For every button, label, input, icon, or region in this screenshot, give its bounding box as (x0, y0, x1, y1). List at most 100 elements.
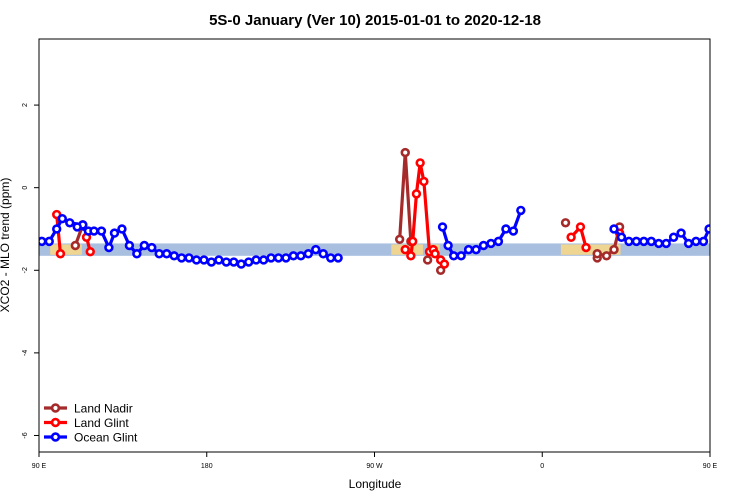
x-tick-label: 90 E (32, 463, 47, 470)
y-tick-label: -4 (22, 350, 29, 356)
data-point-ocean-glint (65, 218, 75, 228)
data-point-ocean-glint (683, 238, 694, 249)
data-point-land-glint (439, 259, 450, 269)
data-point-ocean-glint (661, 238, 671, 249)
legend-swatch-marker-ocean-glint (50, 432, 61, 442)
legend-label-ocean-glint: Ocean Glint (74, 431, 138, 445)
data-point-ocean-glint (463, 244, 474, 255)
data-point-ocean-glint (311, 244, 321, 255)
data-point-land-glint (411, 189, 422, 199)
data-point-ocean-glint (57, 213, 67, 224)
data-point-ocean-glint (624, 236, 634, 247)
data-point-ocean-glint (437, 222, 448, 232)
data-point-land-nadir (609, 244, 619, 255)
data-point-ocean-glint (147, 242, 157, 253)
land-patch (50, 244, 82, 255)
data-point-land-glint (581, 242, 591, 253)
data-point-ocean-glint (698, 236, 709, 247)
data-point-ocean-glint (273, 253, 284, 263)
data-point-ocean-glint (646, 236, 656, 247)
x-tick-label: 90 E (703, 463, 718, 470)
data-point-ocean-glint (743, 228, 750, 235)
data-point-ocean-glint (214, 255, 224, 265)
data-point-ocean-glint (44, 236, 54, 247)
data-point-land-nadir (400, 147, 410, 158)
data-point-ocean-glint (631, 236, 642, 247)
data-point-ocean-glint (221, 257, 232, 267)
data-point-ocean-glint (471, 244, 481, 255)
reference-band (39, 243, 710, 256)
data-point-ocean-glint (654, 238, 664, 249)
data-point-ocean-glint (52, 224, 62, 234)
data-point-ocean-glint (616, 232, 627, 242)
data-point-ocean-glint (288, 251, 299, 261)
legend-label-land-nadir: Land Nadir (74, 402, 133, 416)
data-point-ocean-glint (206, 257, 217, 267)
data-point-ocean-glint (236, 259, 246, 269)
data-point-ocean-glint (719, 219, 726, 226)
y-tick-label: 2 (22, 103, 29, 107)
data-point-land-glint (430, 249, 440, 259)
land-patch (560, 244, 621, 255)
data-point-land-nadir (422, 255, 433, 265)
data-point-ocean-glint (639, 236, 649, 247)
data-point-ocean-glint (281, 253, 291, 263)
data-point-ocean-glint (176, 253, 187, 263)
legend-swatch-marker-land-nadir (50, 403, 61, 413)
data-point-ocean-glint (303, 249, 314, 259)
data-point-ocean-glint (704, 224, 710, 234)
series-line-land-glint (726, 215, 732, 254)
x-tick-label: 0 (540, 463, 544, 470)
data-point-ocean-glint (493, 236, 504, 247)
data-point-ocean-glint (318, 249, 328, 259)
data-point-ocean-glint (191, 255, 202, 265)
data-point-ocean-glint (72, 222, 82, 232)
data-point-ocean-glint (737, 228, 744, 235)
data-point-ocean-glint (516, 205, 526, 216)
legend-swatch-marker-land-glint (50, 417, 61, 428)
data-point-land-glint (728, 250, 735, 257)
data-point-land-glint (408, 236, 418, 247)
y-axis-label: XCO2 - MLO trend (ppm) (0, 178, 12, 313)
series-line-land-nadir (743, 223, 750, 246)
data-point-land-glint (575, 222, 586, 232)
data-point-ocean-glint (229, 257, 239, 267)
data-point-land-glint (85, 246, 95, 257)
data-point-ocean-glint (478, 240, 489, 251)
data-point-ocean-glint (161, 249, 172, 259)
data-point-ocean-glint (726, 224, 733, 231)
data-point-land-glint (415, 158, 425, 168)
data-point-land-glint (400, 244, 410, 255)
data-point-ocean-glint (668, 232, 679, 242)
data-point-ocean-glint (199, 255, 209, 265)
data-point-ocean-glint (132, 249, 142, 259)
data-point-ocean-glint (266, 253, 276, 263)
data-point-land-glint (722, 211, 729, 218)
x-tick-label: 90 W (366, 463, 383, 470)
data-point-land-nadir (601, 251, 612, 261)
data-point-ocean-glint (449, 251, 459, 261)
data-point-ocean-glint (124, 240, 135, 251)
data-point-ocean-glint (333, 253, 343, 263)
data-point-ocean-glint (501, 224, 511, 234)
data-point-ocean-glint (169, 251, 179, 261)
data-point-land-nadir (394, 234, 405, 245)
series-line-land-nadir (398, 150, 413, 242)
data-point-ocean-glint (296, 251, 306, 261)
data-point-ocean-glint (96, 226, 107, 236)
data-point-ocean-glint (609, 224, 619, 234)
data-point-ocean-glint (456, 251, 466, 261)
data-point-land-glint (406, 251, 416, 261)
data-point-ocean-glint (732, 221, 739, 228)
data-point-ocean-glint (154, 249, 164, 259)
data-point-ocean-glint (243, 257, 254, 267)
data-point-ocean-glint (709, 218, 710, 220)
series-line-land-glint (55, 214, 63, 254)
data-point-land-nadir (739, 242, 746, 249)
data-point-land-glint (419, 176, 429, 187)
data-point-land-glint (55, 249, 66, 259)
data-point-ocean-glint (258, 255, 269, 265)
data-point-land-nadir (70, 240, 81, 251)
y-tick-label: 0 (22, 186, 29, 190)
